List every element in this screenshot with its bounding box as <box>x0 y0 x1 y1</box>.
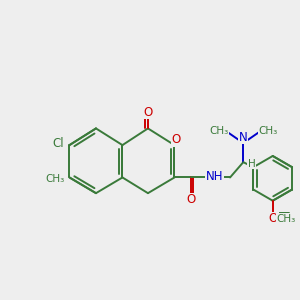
Text: Cl: Cl <box>52 137 64 150</box>
Text: N: N <box>239 131 248 144</box>
Text: O: O <box>269 212 278 226</box>
Text: CH₃: CH₃ <box>258 126 277 136</box>
Text: O: O <box>171 133 181 146</box>
Text: O: O <box>143 106 153 119</box>
Text: CH₃: CH₃ <box>276 214 296 224</box>
Text: H: H <box>248 159 255 169</box>
Text: CH₃: CH₃ <box>209 126 229 136</box>
Text: CH₃: CH₃ <box>46 174 65 184</box>
Text: O: O <box>186 193 195 206</box>
Text: NH: NH <box>206 170 223 183</box>
